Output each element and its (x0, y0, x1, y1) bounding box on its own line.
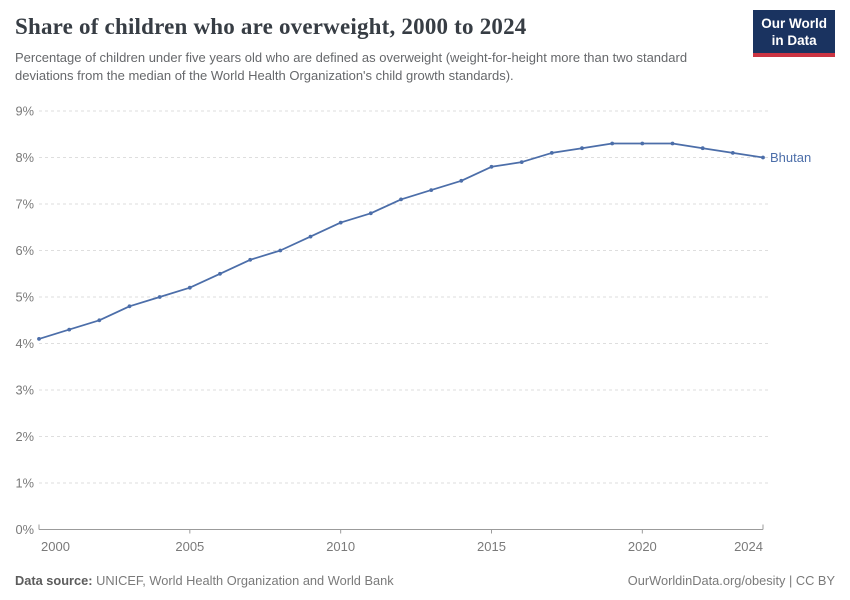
y-tick-label: 9% (16, 104, 35, 119)
y-tick-label: 6% (16, 243, 35, 258)
data-point[interactable] (308, 234, 313, 239)
owid-logo-line1: Our World (761, 16, 827, 31)
y-tick-label: 0% (16, 522, 35, 537)
data-point[interactable] (489, 164, 494, 169)
x-tick-label: 2015 (477, 539, 506, 554)
data-point[interactable] (278, 248, 283, 253)
data-point[interactable] (429, 188, 434, 193)
data-point[interactable] (338, 220, 343, 225)
owid-logo[interactable]: Our World in Data (753, 10, 835, 57)
data-point[interactable] (157, 295, 162, 299)
data-point[interactable] (218, 271, 222, 276)
data-point[interactable] (127, 304, 132, 309)
x-tick-label: 2024 (734, 539, 763, 554)
chart-footer: Data source: UNICEF, World Health Organi… (15, 573, 835, 588)
data-point[interactable] (670, 141, 675, 146)
data-point[interactable] (248, 257, 253, 262)
credit-link[interactable]: OurWorldinData.org/obesity | CC BY (627, 573, 835, 588)
x-tick-label: 2010 (326, 539, 355, 554)
data-point[interactable] (610, 141, 615, 146)
data-point[interactable] (187, 285, 192, 290)
data-point[interactable] (519, 160, 524, 165)
data-point[interactable] (761, 155, 765, 160)
data-source: Data source: UNICEF, World Health Organi… (15, 573, 394, 588)
y-tick-label: 4% (16, 336, 35, 351)
data-point[interactable] (549, 151, 554, 155)
data-point[interactable] (700, 146, 705, 151)
y-tick-label: 2% (16, 429, 35, 444)
chart-header: Share of children who are overweight, 20… (15, 14, 835, 86)
x-tick-label: 2020 (628, 539, 657, 554)
trend-line[interactable] (38, 142, 764, 340)
y-tick-label: 1% (16, 476, 35, 491)
y-tick-label: 5% (16, 290, 35, 305)
data-point[interactable] (640, 141, 645, 146)
chart-subtitle: Percentage of children under five years … (15, 50, 688, 84)
x-tick-label: 2000 (41, 539, 70, 554)
data-source-value: UNICEF, World Health Organization and Wo… (96, 573, 394, 588)
owid-logo-line2: in Data (771, 33, 817, 49)
y-tick-label: 7% (16, 197, 35, 212)
data-point[interactable] (459, 178, 464, 183)
data-point[interactable] (97, 318, 102, 323)
y-tick-label: 8% (16, 150, 35, 165)
data-point[interactable] (580, 146, 584, 151)
data-source-label: Data source: (15, 573, 93, 588)
series-label[interactable]: Bhutan (770, 150, 811, 165)
data-point[interactable] (399, 197, 403, 202)
data-point[interactable] (730, 151, 735, 155)
y-tick-label: 3% (16, 383, 35, 398)
page-title: Share of children who are overweight, 20… (15, 14, 527, 39)
data-point[interactable] (67, 327, 72, 332)
x-tick-label: 2005 (175, 539, 204, 554)
data-point[interactable] (368, 211, 373, 216)
data-point[interactable] (37, 337, 41, 341)
